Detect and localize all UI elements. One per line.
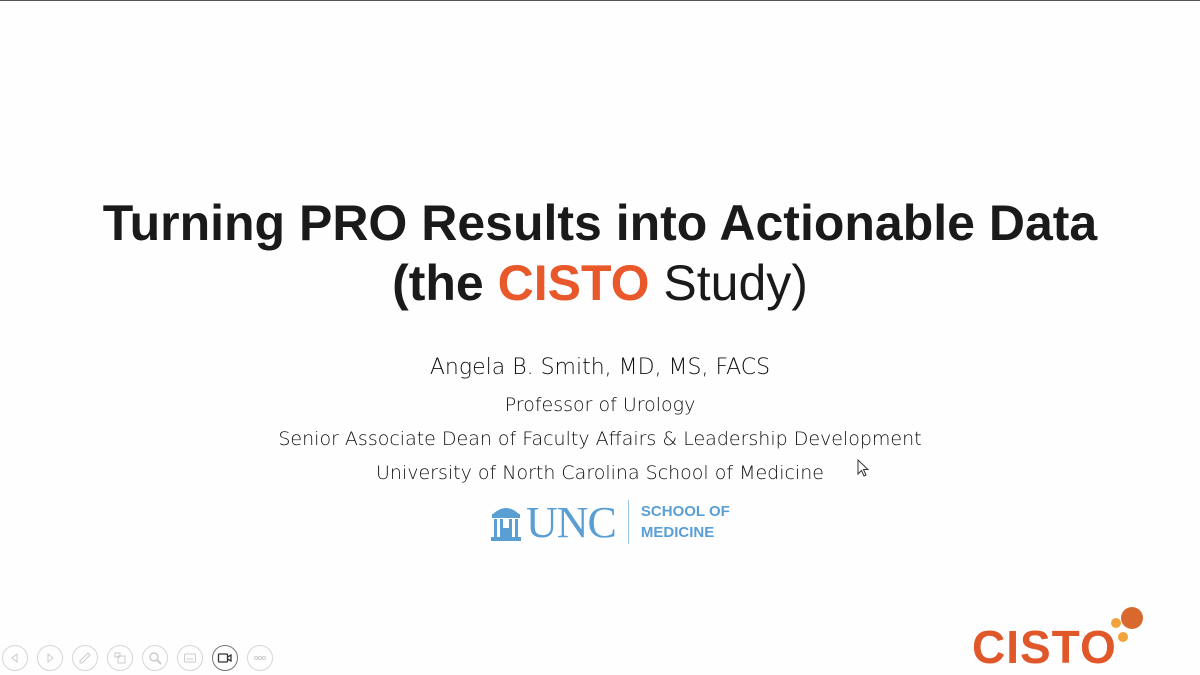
zoom-button[interactable] [142,645,168,671]
more-button[interactable] [247,645,273,671]
unc-wordmark: UNC [526,497,617,547]
camera-button[interactable] [212,645,238,671]
affiliation-university: University of North Carolina School of M… [376,462,824,484]
pen-icon [79,652,91,664]
previous-icon [11,652,18,664]
subtitle-accent: CISTO [497,255,650,311]
unc-sub1: SCHOOL OF [640,503,730,520]
author-name: Angela B. Smith, MD, MS, FACS [429,355,771,380]
slides-button[interactable] [107,645,133,671]
next-button[interactable] [37,645,63,671]
logo-divider [627,500,629,544]
subtitles-icon [184,653,196,663]
mouse-cursor-icon [857,459,870,477]
affiliation-title: Professor of Urology [504,394,696,416]
pen-button[interactable] [72,645,98,671]
previous-button[interactable] [2,645,28,671]
cisto-logo: CISTO [972,606,1152,673]
school-of-medicine-text: SCHOOL OF MEDICINE [641,501,730,543]
slide-title: Turning PRO Results into Actionable Data [102,195,1098,251]
cisto-dots-icon [1111,607,1143,642]
unc-sub2: MEDICINE [640,524,715,541]
cisto-wordmark: CISTO [972,621,1117,673]
slides-icon [114,652,126,664]
presentation-toolbar [0,645,273,671]
slide-subtitle: (the CISTO Study) [0,253,1200,313]
affiliation-dean: Senior Associate Dean of Faculty Affairs… [278,428,922,450]
subtitle-post: Study) [649,255,808,311]
more-icon [254,656,266,660]
zoom-icon [149,652,162,665]
subtitles-button[interactable] [177,645,203,671]
next-icon [47,652,54,664]
unc-logo: UNC SCHOOL OF MEDICINE [490,497,730,547]
old-well-icon [491,508,521,541]
subtitle-pre: (the [392,255,498,311]
camera-icon [217,653,232,663]
